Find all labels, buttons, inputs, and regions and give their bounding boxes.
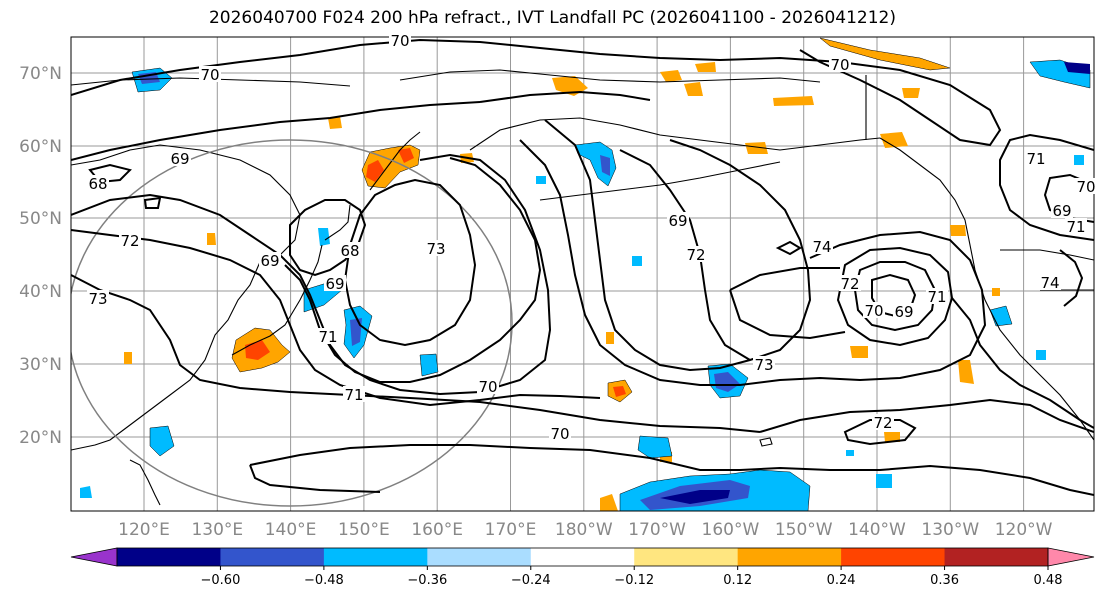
lon-label: 150°W xyxy=(775,520,833,540)
radius-circle xyxy=(71,139,513,507)
lon-label: 160°W xyxy=(702,520,760,540)
contour-label: 68 xyxy=(340,242,359,260)
contour-label: 70 xyxy=(830,56,849,74)
contour-label: 71 xyxy=(1026,150,1045,168)
colorbar-tick-label: 0.48 xyxy=(1034,573,1063,588)
contour-label: 74 xyxy=(1040,274,1059,292)
contour-label: 71 xyxy=(1066,218,1085,236)
contour-lines xyxy=(71,38,1094,496)
colorbar-tick-label: −0.48 xyxy=(304,573,344,588)
contour-label: 70 xyxy=(390,32,409,50)
colorbar-tick-label: −0.36 xyxy=(407,573,447,588)
lat-label: 60°N xyxy=(19,137,62,157)
colorbar-segment xyxy=(737,548,842,566)
contour-label: 69 xyxy=(325,275,344,293)
contour-label: 73 xyxy=(754,356,773,374)
anomaly-shading xyxy=(80,37,1091,511)
lat-label: 20°N xyxy=(19,428,62,448)
colorbar-tick-label: 0.24 xyxy=(827,573,856,588)
coastlines xyxy=(71,69,1094,506)
lon-label: 170°W xyxy=(628,520,686,540)
colorbar-tick-label: −0.12 xyxy=(614,573,654,588)
colorbar-extend-high xyxy=(1047,547,1095,567)
contour-label: 70 xyxy=(478,378,497,396)
colorbar-segment xyxy=(427,548,532,566)
lon-label: 130°W xyxy=(921,520,979,540)
lon-label: 130°E xyxy=(191,520,243,540)
colorbar: −0.60 −0.48 −0.36 −0.24 −0.12 0.12 0.24 0.36 0.4… xyxy=(70,547,1095,588)
lon-label: 120°W xyxy=(995,520,1053,540)
colorbar-extend-low xyxy=(70,547,118,567)
contour-label: 69 xyxy=(170,150,189,168)
latitude-labels: 70°N 60°N 50°N 40°N 30°N 20°N xyxy=(19,64,62,448)
lon-label: 140°W xyxy=(848,520,906,540)
lon-label: 120°E xyxy=(118,520,170,540)
colorbar-segment xyxy=(841,548,946,566)
contour-label: 69 xyxy=(668,212,687,230)
contour-label: 72 xyxy=(686,246,705,264)
contour-label: 72 xyxy=(120,232,139,250)
contour-label: 71 xyxy=(927,288,946,306)
colorbar-segment xyxy=(944,548,1049,566)
contour-label: 68 xyxy=(88,175,107,193)
lat-lon-grid xyxy=(71,37,1094,511)
contour-label: 70 xyxy=(550,425,569,443)
colorbar-segment xyxy=(220,548,325,566)
map-title: 2026040700 F024 200 hPa refract., IVT La… xyxy=(208,8,896,28)
contour-label: 73 xyxy=(426,240,445,258)
lat-label: 70°N xyxy=(19,64,62,84)
colorbar-tick-label: −0.24 xyxy=(511,573,551,588)
lon-label: 170°E xyxy=(485,520,537,540)
contour-label: 71 xyxy=(344,386,363,404)
contour-label: 74 xyxy=(812,238,831,256)
lon-label: 150°E xyxy=(338,520,390,540)
contour-label: 69 xyxy=(1052,202,1071,220)
lon-label: 140°E xyxy=(265,520,317,540)
colorbar-segment xyxy=(634,548,739,566)
lat-label: 40°N xyxy=(19,282,62,302)
colorbar-segment xyxy=(117,548,221,566)
longitude-labels: 120°E 130°E 140°E 150°E 160°E 170°E 180°W 170°W… xyxy=(118,520,1053,540)
colorbar-segment xyxy=(323,548,428,566)
contour-label: 73 xyxy=(88,290,107,308)
contour-label: 70 xyxy=(1076,178,1095,196)
lat-label: 30°N xyxy=(19,355,62,375)
contour-label: 72 xyxy=(873,414,892,432)
map-area xyxy=(71,37,1094,511)
contour-label: 70 xyxy=(200,66,219,84)
colorbar-tick-label: 0.12 xyxy=(723,573,752,588)
colorbar-tick-label: 0.36 xyxy=(930,573,959,588)
contour-label: 71 xyxy=(318,328,337,346)
map-frame xyxy=(70,36,1095,512)
colorbar-segment xyxy=(530,548,635,566)
contour-label: 69 xyxy=(894,303,913,321)
contour-label: 69 xyxy=(260,252,279,270)
contour-label: 72 xyxy=(840,275,859,293)
contour-label: 70 xyxy=(864,302,883,320)
lat-label: 50°N xyxy=(19,209,62,229)
lon-label: 180°W xyxy=(555,520,613,540)
colorbar-tick-label: −0.60 xyxy=(201,573,241,588)
lon-label: 160°E xyxy=(411,520,463,540)
